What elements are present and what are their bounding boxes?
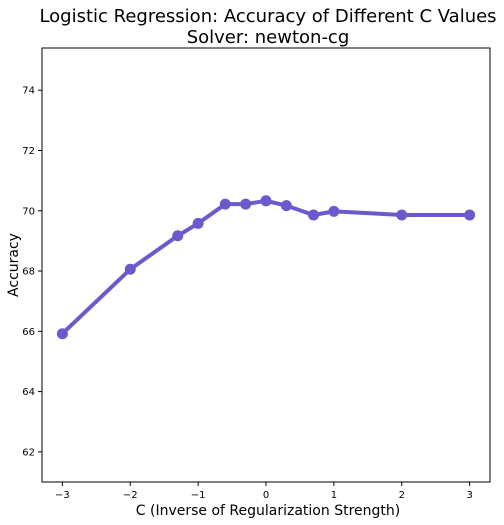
data-point: [464, 209, 476, 221]
data-point: [328, 205, 340, 217]
x-tick-label: 3: [466, 490, 472, 501]
y-tick-label: 64: [22, 387, 35, 398]
y-tick-label: 66: [22, 327, 35, 338]
x-axis-ticks: −3 −2 −1 0 1 2 3: [55, 482, 473, 501]
data-point: [260, 195, 272, 207]
x-axis-label: C (Inverse of Regularization Strength): [136, 503, 400, 519]
data-point: [240, 198, 252, 210]
series-line: [60, 198, 472, 336]
x-tick-label: 2: [399, 490, 405, 501]
y-axis-label: Accuracy: [6, 233, 22, 297]
data-point: [192, 217, 204, 229]
y-tick-label: 68: [22, 267, 35, 278]
axes-frame: [41, 47, 491, 483]
chart-subtitle: Solver: newton-cg: [187, 27, 350, 48]
y-tick-label: 72: [22, 146, 35, 157]
data-point: [280, 200, 292, 212]
x-tick-label: −2: [123, 490, 138, 501]
y-tick-label: 74: [22, 86, 35, 97]
plot-area: 62 64 66 68 70 72 74 −3 −2 −1 0 1 2 3: [22, 47, 491, 501]
series-layer: [56, 195, 476, 340]
chart-title: Logistic Regression: Accuracy of Differe…: [39, 6, 496, 27]
x-tick-label: −1: [191, 490, 206, 501]
x-tick-label: −3: [55, 490, 70, 501]
y-axis-ticks: 62 64 66 68 70 72 74: [22, 86, 42, 458]
data-point: [396, 209, 408, 221]
data-point: [172, 230, 184, 242]
x-tick-label: 1: [331, 490, 337, 501]
data-point: [124, 263, 136, 275]
data-point: [308, 209, 320, 221]
data-point: [219, 198, 231, 210]
data-point: [56, 328, 68, 340]
y-tick-label: 70: [22, 206, 35, 217]
x-tick-label: 0: [263, 490, 269, 501]
y-tick-label: 62: [22, 447, 35, 458]
